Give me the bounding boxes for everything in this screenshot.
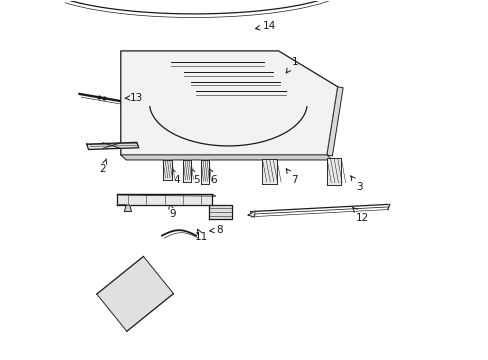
Polygon shape (117, 194, 212, 205)
Text: 10: 10 (128, 269, 142, 285)
Polygon shape (117, 205, 131, 212)
Text: 1: 1 (285, 57, 297, 73)
Polygon shape (183, 160, 191, 182)
Text: 2: 2 (100, 159, 106, 174)
Polygon shape (117, 194, 215, 196)
Polygon shape (97, 256, 173, 331)
Polygon shape (326, 158, 341, 185)
Polygon shape (262, 159, 276, 184)
Polygon shape (121, 51, 337, 155)
Polygon shape (121, 155, 332, 160)
Text: 5: 5 (190, 168, 199, 185)
Text: 12: 12 (352, 208, 369, 222)
Polygon shape (86, 142, 139, 149)
Text: 11: 11 (194, 229, 208, 242)
Text: 4: 4 (171, 168, 179, 185)
Text: 7: 7 (285, 169, 297, 185)
Text: 8: 8 (209, 225, 222, 235)
Polygon shape (163, 160, 171, 180)
Text: 14: 14 (255, 21, 276, 31)
Polygon shape (247, 211, 255, 217)
Text: 6: 6 (208, 168, 217, 185)
Polygon shape (208, 205, 231, 220)
Text: 3: 3 (350, 176, 362, 192)
Polygon shape (201, 160, 208, 184)
Text: 9: 9 (168, 204, 176, 219)
Text: 13: 13 (124, 93, 143, 103)
Polygon shape (326, 87, 343, 156)
